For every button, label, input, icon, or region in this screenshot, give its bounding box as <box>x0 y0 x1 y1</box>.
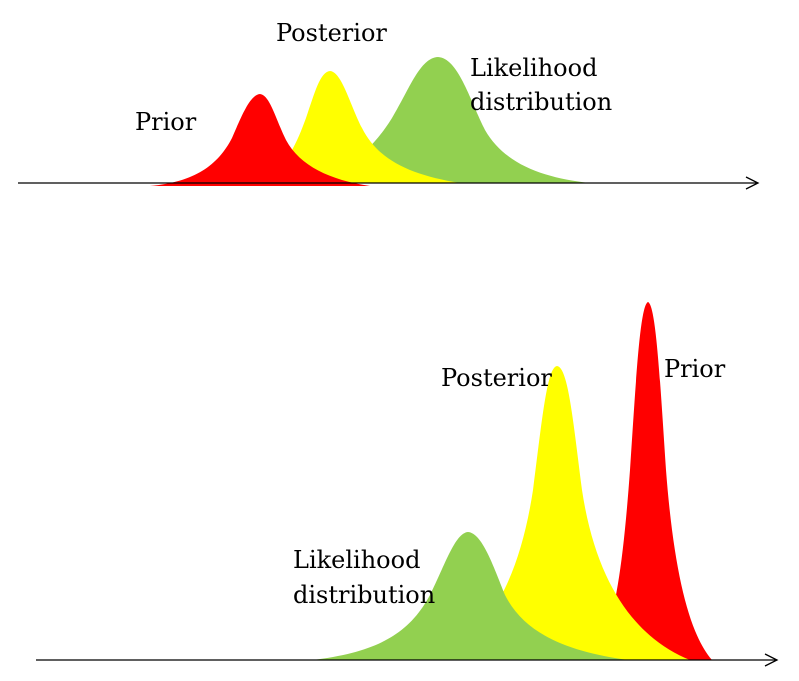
bottom-posterior-label: Posterior <box>441 364 552 392</box>
top-likelihood-label-line2: distribution <box>470 88 612 116</box>
bottom-prior-label: Prior <box>664 355 726 383</box>
bottom-posterior-curve <box>430 366 690 660</box>
top-prior-curve <box>150 94 370 186</box>
bottom-likelihood-label-line1: Likelihood <box>293 546 420 574</box>
bottom-axis-arrowhead <box>764 653 779 667</box>
top-posterior-curve <box>255 71 460 183</box>
bottom-likelihood-label-line2: distribution <box>293 581 435 609</box>
top-likelihood-label-line1: Likelihood <box>470 54 597 82</box>
top-axis-arrowhead <box>745 176 760 190</box>
top-panel: Prior Posterior Likelihood distribution <box>18 19 760 190</box>
bottom-likelihood-curve <box>312 532 628 660</box>
bottom-prior-curve <box>590 302 712 660</box>
bottom-panel: Prior Posterior Likelihood distribution <box>36 302 779 667</box>
top-prior-label: Prior <box>135 108 197 136</box>
top-posterior-label: Posterior <box>276 19 387 47</box>
